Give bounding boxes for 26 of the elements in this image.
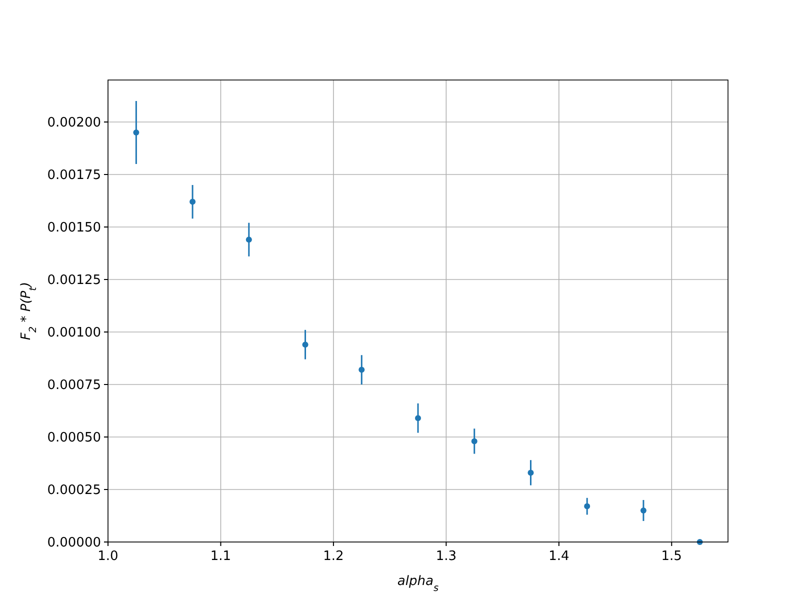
point xyxy=(415,415,421,422)
x-tick-label: 1.2 xyxy=(323,549,344,564)
point xyxy=(246,236,252,243)
point xyxy=(190,198,196,205)
x-tick-label: 1.1 xyxy=(210,549,232,564)
point xyxy=(133,130,140,136)
y-tick-label: 0.00100 xyxy=(47,326,101,340)
x-axis-title: alpha$_{s}$ xyxy=(397,574,439,594)
point xyxy=(302,342,308,348)
point xyxy=(584,503,590,510)
y-tick-label: 0.00025 xyxy=(47,483,101,498)
y-tick-label: 0.00000 xyxy=(47,536,101,550)
x-tick-label: 1.5 xyxy=(661,549,682,564)
y-tick-label: 0.00125 xyxy=(47,273,101,288)
point xyxy=(471,438,478,444)
x-tick-label: 1.0 xyxy=(98,549,118,564)
x-tick-label: 1.4 xyxy=(548,549,570,564)
x-tick-label: 1.3 xyxy=(436,549,457,564)
y-tick-label: 0.00050 xyxy=(47,430,101,446)
point xyxy=(358,366,365,373)
point xyxy=(640,508,646,514)
y-tick-label: 0.00150 xyxy=(47,220,101,236)
y-tick-label: 0.00175 xyxy=(47,168,101,183)
y-tick-label: 0.00200 xyxy=(47,116,101,130)
point xyxy=(528,470,534,476)
y-tick-label: 0.00075 xyxy=(47,378,101,393)
